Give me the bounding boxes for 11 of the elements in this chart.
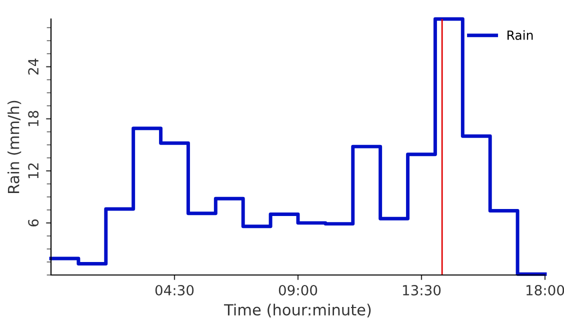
y-axis-title: Rain (mm/h): [7, 100, 22, 193]
y-tick-label: 18: [28, 110, 39, 126]
x-tick-label: 04:30: [155, 284, 194, 296]
x-tick-label: 13:30: [403, 284, 441, 296]
y-tick-label: 6: [28, 219, 39, 226]
x-axis-title: Time (hour:minute): [224, 304, 371, 318]
y-tick-label: 24: [28, 58, 38, 75]
y-tick-label: 12: [28, 163, 38, 178]
x-tick-label: 09:00: [278, 284, 318, 296]
legend-label: Rain: [508, 30, 533, 40]
x-tick-label: 18:00: [526, 284, 564, 296]
